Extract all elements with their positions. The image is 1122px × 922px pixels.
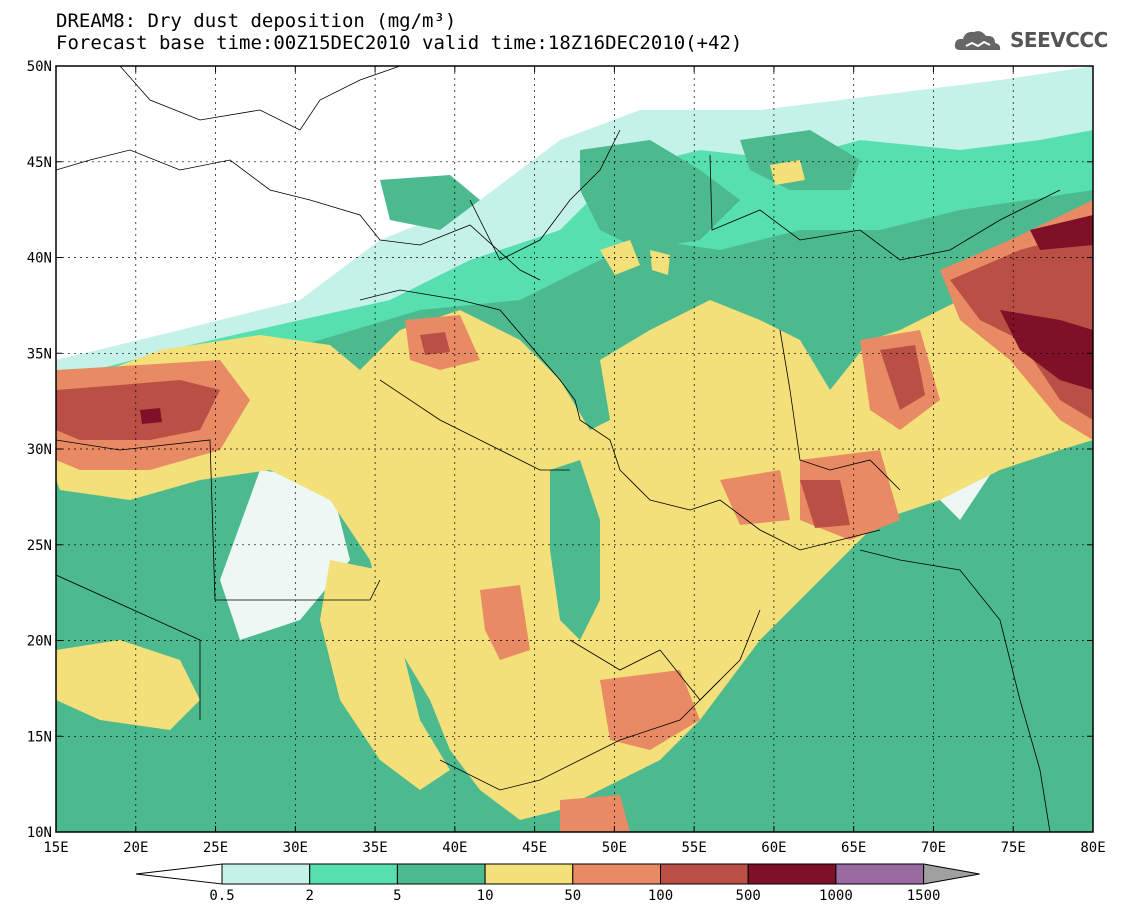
colorbar-label: 1000 [819,888,853,904]
colorbar-segment [309,863,398,885]
forecast-time-subtitle: Forecast base time:00Z15DEC2010 valid ti… [56,32,743,54]
lat-tick-label: 15N [27,729,52,745]
lat-tick-label: 10N [27,825,52,841]
lon-tick-label: 45E [522,840,547,856]
logo-text: SEEVCCC [1010,28,1108,52]
colorbar-label: 100 [648,888,673,904]
lat-tick-label: 35N [27,346,52,362]
lon-tick-label: 15E [43,840,68,856]
lat-tick-label: 20N [27,634,52,650]
colorbar-segment [221,863,311,885]
colorbar-legend: 0.5 2 5 10 50 100 500 1000 1500 [135,863,980,904]
lat-tick-label: 50N [27,59,52,75]
map-title: DREAM8: Dry dust deposition (mg/m³) [56,10,457,32]
lon-tick-label: 20E [123,840,148,856]
colorbar-label: 2 [305,888,313,904]
colorbar-below-arrow [135,863,223,885]
colorbar-label: 10 [477,888,494,904]
axis-ticks [55,65,1094,833]
seevccc-logo: SEEVCCC [952,26,1108,56]
map-gridlines [56,66,1093,832]
lat-tick-label: 25N [27,538,52,554]
lon-tick-label: 40E [442,840,467,856]
lon-tick-label: 25E [203,840,228,856]
dust-field [56,66,1093,832]
colorbar-segment [835,863,925,885]
colorbar-label: 50 [564,888,581,904]
colorbar-segment [484,863,574,885]
lon-tick-label: 55E [682,840,707,856]
lon-tick-label: 35E [362,840,387,856]
lat-tick-label: 45N [27,155,52,171]
cloud-icon [954,31,1001,50]
lon-tick-label: 30E [283,840,308,856]
lon-tick-label: 75E [1001,840,1026,856]
lat-tick-label: 30N [27,442,52,458]
colorbar-segment [572,863,661,885]
colorbar-label: 500 [736,888,761,904]
latitude-labels: 50N 45N 40N 35N 30N 25N 20N 15N 10N [27,59,52,841]
lon-tick-label: 50E [602,840,627,856]
lon-tick-label: 60E [761,840,786,856]
lon-tick-label: 65E [841,840,866,856]
lon-tick-label: 80E [1080,840,1105,856]
colorbar-segment [660,863,749,885]
colorbar-label: 5 [393,888,401,904]
lon-tick-label: 70E [921,840,946,856]
colorbar-label: 0.5 [209,888,234,904]
colorbar-segment [747,863,837,885]
country-borders [56,66,1061,832]
lat-tick-label: 40N [27,251,52,267]
colorbar-segment [396,863,486,885]
colorbar-label: 1500 [907,888,941,904]
colorbar-above-arrow [923,863,980,885]
longitude-labels: 15E 20E 25E 30E 35E 40E 45E 50E 55E 60E 65E 70E 75E 8… [43,840,1105,856]
